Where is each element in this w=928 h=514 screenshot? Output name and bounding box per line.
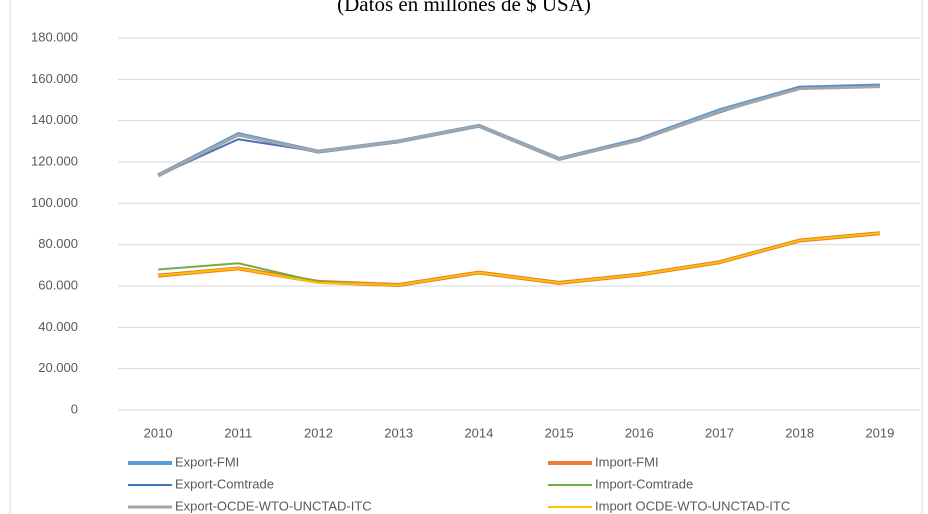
x-tick-label: 2017 bbox=[705, 425, 734, 440]
y-tick-label: 20.000 bbox=[38, 360, 78, 375]
x-tick-label: 2015 bbox=[545, 425, 574, 440]
y-tick-label: 140.000 bbox=[31, 112, 78, 127]
x-tick-label: 2010 bbox=[144, 425, 173, 440]
y-tick-label: 0 bbox=[71, 401, 78, 416]
y-tick-label: 120.000 bbox=[31, 153, 78, 168]
y-tick-label: 40.000 bbox=[38, 319, 78, 334]
legend-label: Import-FMI bbox=[595, 454, 659, 469]
series-line bbox=[157, 85, 880, 177]
x-tick-label: 2011 bbox=[224, 425, 252, 440]
legend-label: Export-OCDE-WTO-UNCTAD-ITC bbox=[175, 498, 372, 513]
legend-label: Import-Comtrade bbox=[595, 476, 693, 491]
y-tick-label: 60.000 bbox=[38, 277, 78, 292]
y-tick-label: 160.000 bbox=[31, 71, 78, 86]
x-tick-label: 2012 bbox=[304, 425, 333, 440]
x-tick-label: 2016 bbox=[625, 425, 654, 440]
series-line bbox=[158, 232, 880, 286]
y-tick-label: 100.000 bbox=[31, 195, 78, 210]
x-tick-label: 2018 bbox=[785, 425, 814, 440]
legend-label: Export-Comtrade bbox=[175, 476, 274, 491]
x-tick-label: 2019 bbox=[865, 425, 894, 440]
legend-label: Export-FMI bbox=[175, 454, 239, 469]
y-tick-label: 180.000 bbox=[31, 29, 78, 44]
chart-title: (Datos en millones de $ USA) bbox=[337, 0, 591, 16]
x-tick-label: 2014 bbox=[464, 425, 493, 440]
x-tick-label: 2013 bbox=[384, 425, 413, 440]
legend-label: Import OCDE-WTO-UNCTAD-ITC bbox=[595, 498, 790, 513]
y-tick-label: 80.000 bbox=[38, 236, 78, 251]
